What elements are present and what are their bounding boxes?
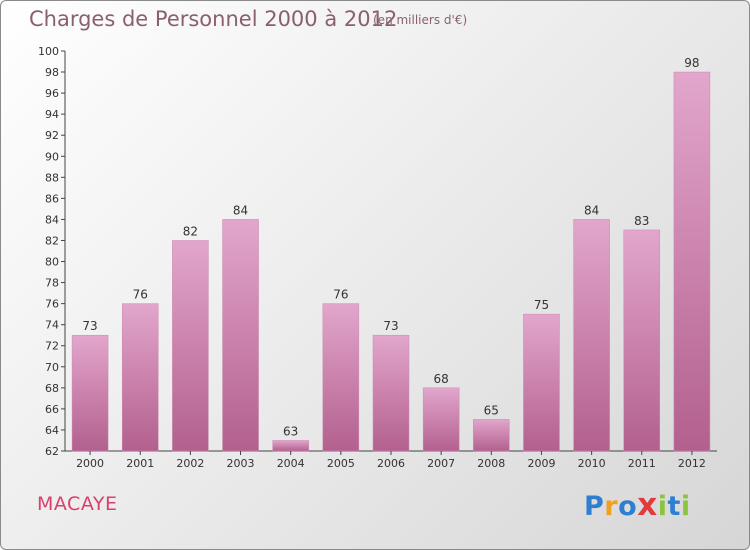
y-tick-label: 74 [45, 319, 59, 332]
x-tick-label-2011: 2011 [628, 457, 656, 470]
y-tick-label: 84 [45, 213, 59, 226]
bar-2006 [372, 334, 410, 452]
bar-2007 [422, 387, 460, 452]
bar-2005 [322, 303, 360, 452]
logo-letter: t [667, 491, 681, 522]
value-label-2002: 82 [183, 224, 198, 238]
value-label-2006: 73 [383, 319, 398, 333]
logo-letter: r [604, 491, 619, 522]
value-label-2000: 73 [82, 319, 97, 333]
bar-2012 [673, 71, 711, 452]
y-tick-label: 86 [45, 192, 59, 205]
bar-2009 [523, 313, 560, 452]
bar-2002 [172, 240, 209, 452]
y-tick-label: 72 [45, 340, 59, 353]
logo-letter: x [637, 487, 658, 523]
y-tick-label: 78 [45, 277, 59, 290]
bar-2001 [121, 303, 159, 452]
logo-letter: i [680, 491, 691, 522]
value-label-2010: 84 [584, 203, 599, 217]
bar-2011 [623, 229, 661, 452]
y-tick-label: 98 [45, 66, 59, 79]
value-label-2004: 63 [283, 424, 298, 438]
logo-letter: i [657, 491, 668, 522]
value-label-2005: 76 [333, 288, 348, 302]
y-tick-label: 68 [45, 382, 59, 395]
y-tick-label: 88 [45, 171, 59, 184]
bar-2004 [272, 440, 309, 452]
value-label-2011: 83 [634, 214, 649, 228]
y-tick-label: 82 [45, 234, 59, 247]
x-tick-label-2009: 2009 [527, 457, 555, 470]
x-tick-label-2004: 2004 [277, 457, 305, 470]
logo-letter: o [618, 491, 638, 522]
y-tick-label: 80 [45, 256, 59, 269]
y-tick-label: 92 [45, 129, 59, 142]
x-tick-label-2001: 2001 [126, 457, 154, 470]
place-name: MACAYE [37, 493, 118, 515]
bar-2008 [473, 419, 510, 452]
x-tick-label-2010: 2010 [578, 457, 606, 470]
x-tick-label-2005: 2005 [327, 457, 355, 470]
y-tick-label: 90 [45, 150, 59, 163]
bar-2003 [222, 219, 259, 452]
y-tick-label: 96 [45, 87, 59, 100]
y-tick-label: 100 [38, 45, 59, 58]
x-tick-label-2012: 2012 [678, 457, 706, 470]
x-tick-label-2007: 2007 [427, 457, 455, 470]
x-tick-label-2006: 2006 [377, 457, 405, 470]
y-tick-label: 64 [45, 424, 59, 437]
value-label-2001: 76 [133, 288, 148, 302]
value-label-2007: 68 [434, 372, 449, 386]
y-tick-label: 76 [45, 298, 59, 311]
y-tick-label: 66 [45, 403, 59, 416]
x-tick-label-2003: 2003 [227, 457, 255, 470]
bar-2010 [573, 219, 610, 452]
chart-subtitle: (en milliers d'€) [373, 13, 468, 27]
y-tick-label: 62 [45, 445, 59, 458]
proxiti-logo: Proxiti [584, 487, 691, 523]
chart-title: Charges de Personnel 2000 à 2012 [29, 7, 398, 31]
value-label-2009: 75 [534, 298, 549, 312]
bar-2000 [71, 334, 109, 452]
value-label-2008: 65 [484, 403, 499, 417]
logo-letter: P [584, 491, 605, 522]
x-tick-label-2000: 2000 [76, 457, 104, 470]
y-tick-label: 70 [45, 361, 59, 374]
x-tick-label-2008: 2008 [477, 457, 505, 470]
value-label-2012: 98 [684, 56, 699, 70]
x-tick-label-2002: 2002 [176, 457, 204, 470]
y-tick-label: 94 [45, 108, 59, 121]
value-label-2003: 84 [233, 203, 248, 217]
